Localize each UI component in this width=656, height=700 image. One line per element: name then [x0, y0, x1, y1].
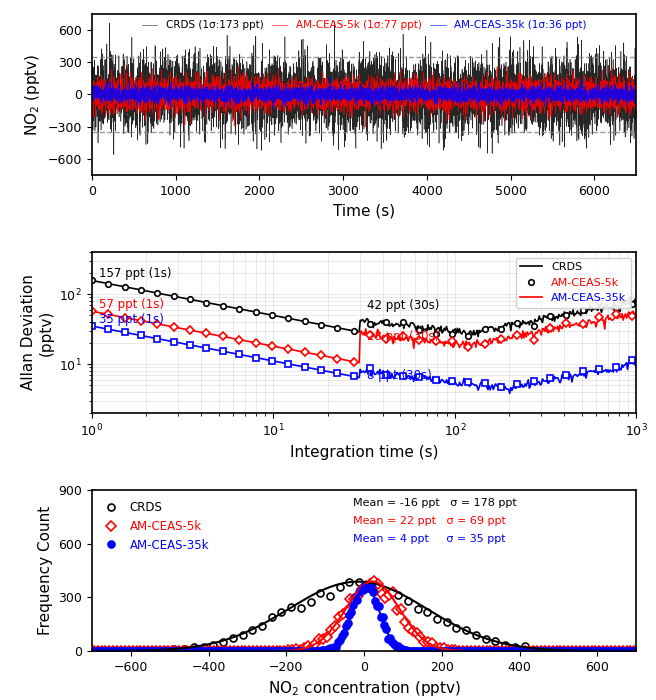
CRDS	[404, 597, 412, 606]
AM-CEAS-5k (1σ:77 ppt)	[352, 88, 359, 96]
CRDS (1σ:173 ppt)	[632, 97, 640, 105]
Text: 28 ppt (30s): 28 ppt (30s)	[367, 330, 440, 343]
AM-CEAS-35k	[361, 581, 369, 589]
AM-CEAS-5k	[358, 584, 366, 593]
AM-CEAS-5k (1σ:77 ppt)	[632, 100, 640, 108]
AM-CEAS-5k	[370, 578, 378, 586]
Text: 57 ppt (1s): 57 ppt (1s)	[99, 298, 165, 312]
AM-CEAS-35k (1σ:36 ppt)	[613, 92, 621, 100]
AM-CEAS-35k (1σ:36 ppt)	[262, 86, 270, 94]
Line: CRDS (1σ:173 ppt): CRDS (1σ:173 ppt)	[92, 22, 636, 155]
AM-CEAS-35k (1σ:36 ppt)	[408, 88, 416, 96]
AM-CEAS-5k (1σ:77 ppt)	[138, 80, 146, 89]
Y-axis label: NO$_2$ (pptv): NO$_2$ (pptv)	[23, 53, 42, 136]
CRDS (1σ:173 ppt)	[88, 81, 96, 90]
AM-CEAS-35k (1σ:36 ppt)	[138, 97, 146, 105]
AM-CEAS-5k	[630, 647, 638, 655]
Line: AM-CEAS-35k: AM-CEAS-35k	[89, 582, 639, 654]
AM-CEAS-35k (1σ:36 ppt)	[632, 84, 640, 92]
AM-CEAS-5k	[121, 647, 129, 655]
CRDS (1σ:173 ppt)	[262, 87, 270, 95]
AM-CEAS-5k (1σ:77 ppt)	[262, 80, 270, 89]
AM-CEAS-35k (1σ:36 ppt)	[352, 94, 359, 103]
CRDS (1σ:173 ppt)	[573, 136, 581, 145]
Line: CRDS: CRDS	[93, 578, 635, 654]
AM-CEAS-35k	[173, 647, 180, 655]
CRDS	[511, 643, 519, 652]
AM-CEAS-5k	[90, 647, 98, 655]
AM-CEAS-35k	[632, 647, 640, 655]
AM-CEAS-35k (1σ:36 ppt)	[269, 104, 277, 113]
AM-CEAS-5k	[626, 647, 634, 655]
AM-CEAS-35k (1σ:36 ppt)	[88, 90, 96, 99]
CRDS	[453, 624, 461, 632]
CRDS	[92, 647, 100, 655]
Text: Mean = -16 ppt   σ = 178 ppt: Mean = -16 ppt σ = 178 ppt	[353, 498, 517, 508]
AM-CEAS-5k	[144, 647, 152, 655]
Line: AM-CEAS-5k (1σ:77 ppt): AM-CEAS-5k (1σ:77 ppt)	[92, 65, 636, 127]
CRDS	[346, 578, 354, 586]
AM-CEAS-5k	[110, 647, 117, 655]
AM-CEAS-35k	[350, 601, 358, 610]
AM-CEAS-5k (1σ:77 ppt)	[408, 74, 416, 82]
AM-CEAS-5k	[187, 647, 195, 655]
Text: 42 ppt (30s): 42 ppt (30s)	[367, 300, 440, 312]
CRDS	[628, 647, 636, 655]
Y-axis label: Frequency Count: Frequency Count	[37, 506, 52, 635]
Legend: CRDS (1σ:173 ppt), AM-CEAS-5k (1σ:77 ppt), AM-CEAS-35k (1σ:36 ppt): CRDS (1σ:173 ppt), AM-CEAS-5k (1σ:77 ppt…	[138, 16, 590, 34]
X-axis label: Time (s): Time (s)	[333, 203, 395, 218]
Text: 8 ppt (30s): 8 ppt (30s)	[367, 369, 432, 382]
CRDS (1σ:173 ppt)	[331, 18, 338, 26]
AM-CEAS-5k (1σ:77 ppt)	[573, 101, 581, 109]
AM-CEAS-35k (1σ:36 ppt)	[573, 84, 581, 92]
Text: 157 ppt (1s): 157 ppt (1s)	[99, 267, 172, 281]
Line: AM-CEAS-35k (1σ:36 ppt): AM-CEAS-35k (1σ:36 ppt)	[92, 77, 636, 108]
AM-CEAS-35k	[425, 647, 433, 655]
Text: 35 ppt (1s): 35 ppt (1s)	[99, 313, 164, 326]
AM-CEAS-5k (1σ:77 ppt)	[613, 92, 621, 101]
CRDS	[287, 603, 295, 611]
Text: Mean = 22 ppt   σ = 69 ppt: Mean = 22 ppt σ = 69 ppt	[353, 516, 506, 526]
CRDS (1σ:173 ppt)	[352, 107, 359, 116]
X-axis label: NO$_2$ concentration (pptv): NO$_2$ concentration (pptv)	[268, 679, 461, 699]
CRDS (1σ:173 ppt)	[408, 112, 416, 120]
AM-CEAS-5k (1σ:77 ppt)	[362, 122, 370, 131]
AM-CEAS-35k	[542, 647, 550, 655]
X-axis label: Integration time (s): Integration time (s)	[290, 444, 438, 460]
Y-axis label: Allan Deviation
(pptv): Allan Deviation (pptv)	[22, 274, 54, 391]
CRDS	[433, 615, 441, 623]
Legend: CRDS, AM-CEAS-5k, AM-CEAS-35k: CRDS, AM-CEAS-5k, AM-CEAS-35k	[516, 258, 631, 307]
Text: Mean = 4 ppt     σ = 35 ppt: Mean = 4 ppt σ = 35 ppt	[353, 533, 506, 544]
AM-CEAS-35k	[89, 647, 96, 655]
AM-CEAS-35k	[400, 645, 408, 654]
AM-CEAS-5k (1σ:77 ppt)	[121, 61, 129, 69]
Legend: CRDS, AM-CEAS-5k, AM-CEAS-35k: CRDS, AM-CEAS-5k, AM-CEAS-35k	[98, 496, 214, 556]
AM-CEAS-5k (1σ:77 ppt)	[88, 80, 96, 88]
CRDS (1σ:173 ppt)	[110, 150, 117, 159]
CRDS (1σ:173 ppt)	[138, 84, 146, 92]
AM-CEAS-35k (1σ:36 ppt)	[326, 73, 334, 81]
CRDS (1σ:173 ppt)	[613, 72, 621, 80]
CRDS	[102, 647, 110, 655]
Line: AM-CEAS-5k: AM-CEAS-5k	[91, 578, 638, 654]
AM-CEAS-35k	[538, 647, 546, 655]
